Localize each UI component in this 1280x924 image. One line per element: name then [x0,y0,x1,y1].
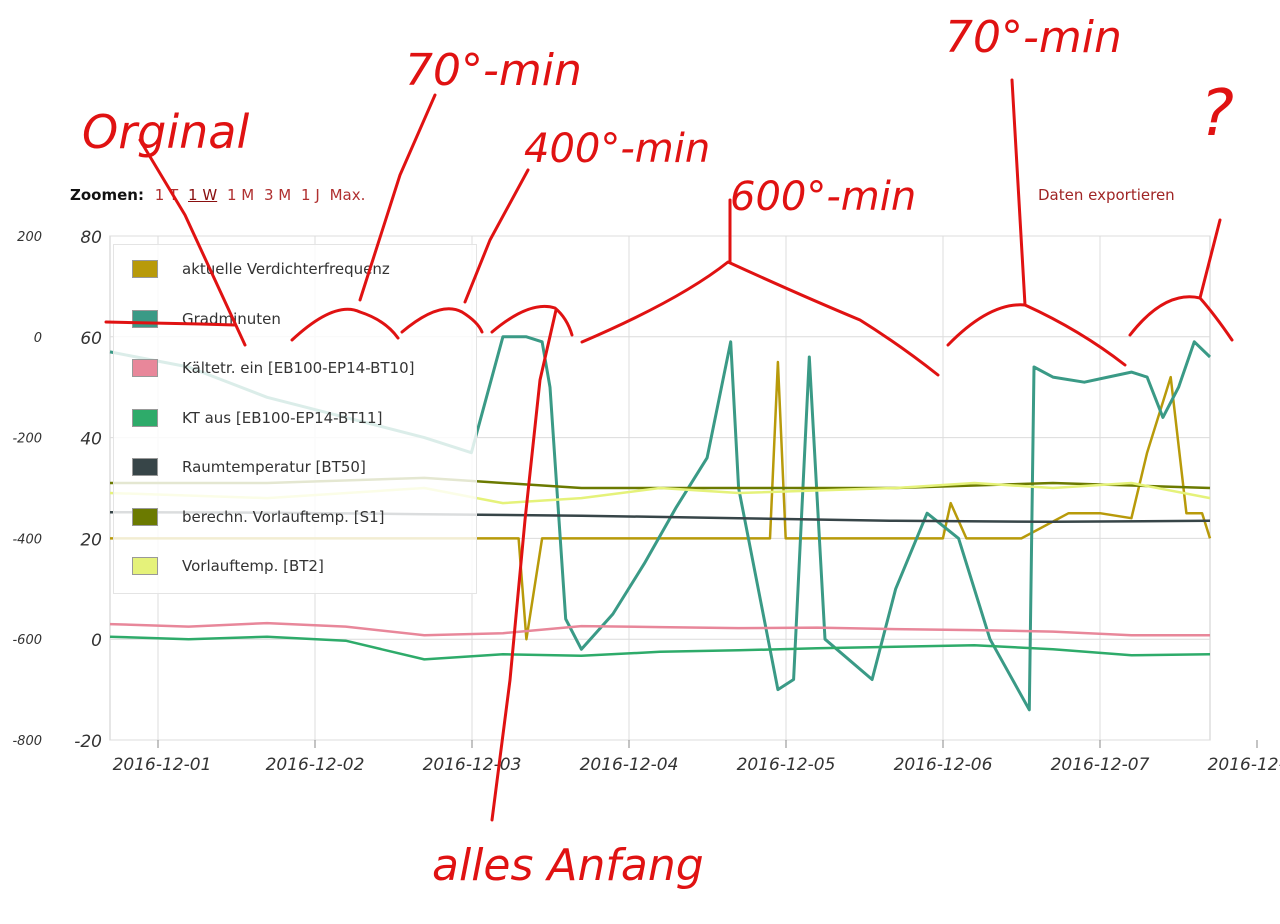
legend-swatch [132,408,158,427]
legend-label: aktuelle Verdichterfrequenz [182,260,390,278]
legend-label: Raumtemperatur [BT50] [182,458,366,476]
y-left-tick-label: 80 [80,228,102,248]
y-right-tick-label: -200 [12,432,42,447]
y-right-tick-label: 0 [34,331,42,346]
export-data-link[interactable]: Daten exportieren [1038,186,1175,204]
legend-swatch [132,557,158,575]
legend-swatch [132,260,158,278]
x-tick-label: 2016-12-04 [580,755,679,775]
legend-label: Gradminuten [182,309,281,328]
series-line-2 [109,621,1210,637]
x-tick-label: 2016-12-06 [894,755,993,775]
legend-item[interactable]: KT aus [EB100-EP14-BT11] [132,404,382,432]
legend-item[interactable]: Kältetr. ein [EB100-EP14-BT10] [132,354,414,382]
x-tick-label: 2016-12-05 [737,755,836,775]
zoom-label: Zoomen: [70,186,144,204]
legend-label: Kältetr. ein [EB100-EP14-BT10] [182,359,415,377]
x-tick-label: 2016-12-03 [423,755,522,775]
y-left-tick-label: 20 [80,530,102,550]
zoom-button-1y[interactable]: 1 J [301,186,320,204]
zoom-button-3m[interactable]: 3 M [264,186,292,204]
chart-axes: 806040200-202000-200-400-600-8002016-12-… [12,228,1280,775]
series-line-3 [109,635,1211,661]
y-left-tick-label: -20 [74,732,102,752]
y-left-tick-label: 40 [80,430,102,450]
x-tick-label: 2016-12-08 [1208,755,1280,775]
y-left-tick-label: 60 [80,329,102,349]
legend-item[interactable]: Gradminuten [132,305,281,333]
x-tick-label: 2016-12-07 [1051,755,1150,775]
legend-swatch [132,359,158,377]
legend-item[interactable]: aktuelle Verdichterfrequenz [132,255,390,283]
legend-swatch [132,507,158,526]
x-tick-label: 2016-12-01 [113,755,212,775]
legend-swatch [132,458,158,476]
legend-item[interactable]: berechn. Vorlauftemp. [S1] [132,503,385,531]
legend-swatch [132,309,158,328]
zoom-button-max[interactable]: Max. [329,186,366,204]
y-right-tick-label: 200 [17,230,42,245]
y-left-tick-label: 0 [91,631,102,651]
legend-label: Vorlauftemp. [BT2] [182,557,324,575]
legend-label: berechn. Vorlauftemp. [S1] [182,507,385,526]
legend-label: KT aus [EB100-EP14-BT11] [182,408,383,427]
y-right-tick-label: -400 [12,532,42,547]
x-tick-label: 2016-12-02 [266,755,365,775]
y-right-tick-label: -800 [12,734,42,749]
legend-item[interactable]: Raumtemperatur [BT50] [132,453,366,481]
chart-legend: aktuelle Verdichterfrequenz Gradminuten Kä… [113,244,477,594]
y-right-tick-label: -600 [12,633,42,648]
legend-item[interactable]: Vorlauftemp. [BT2] [132,552,324,580]
